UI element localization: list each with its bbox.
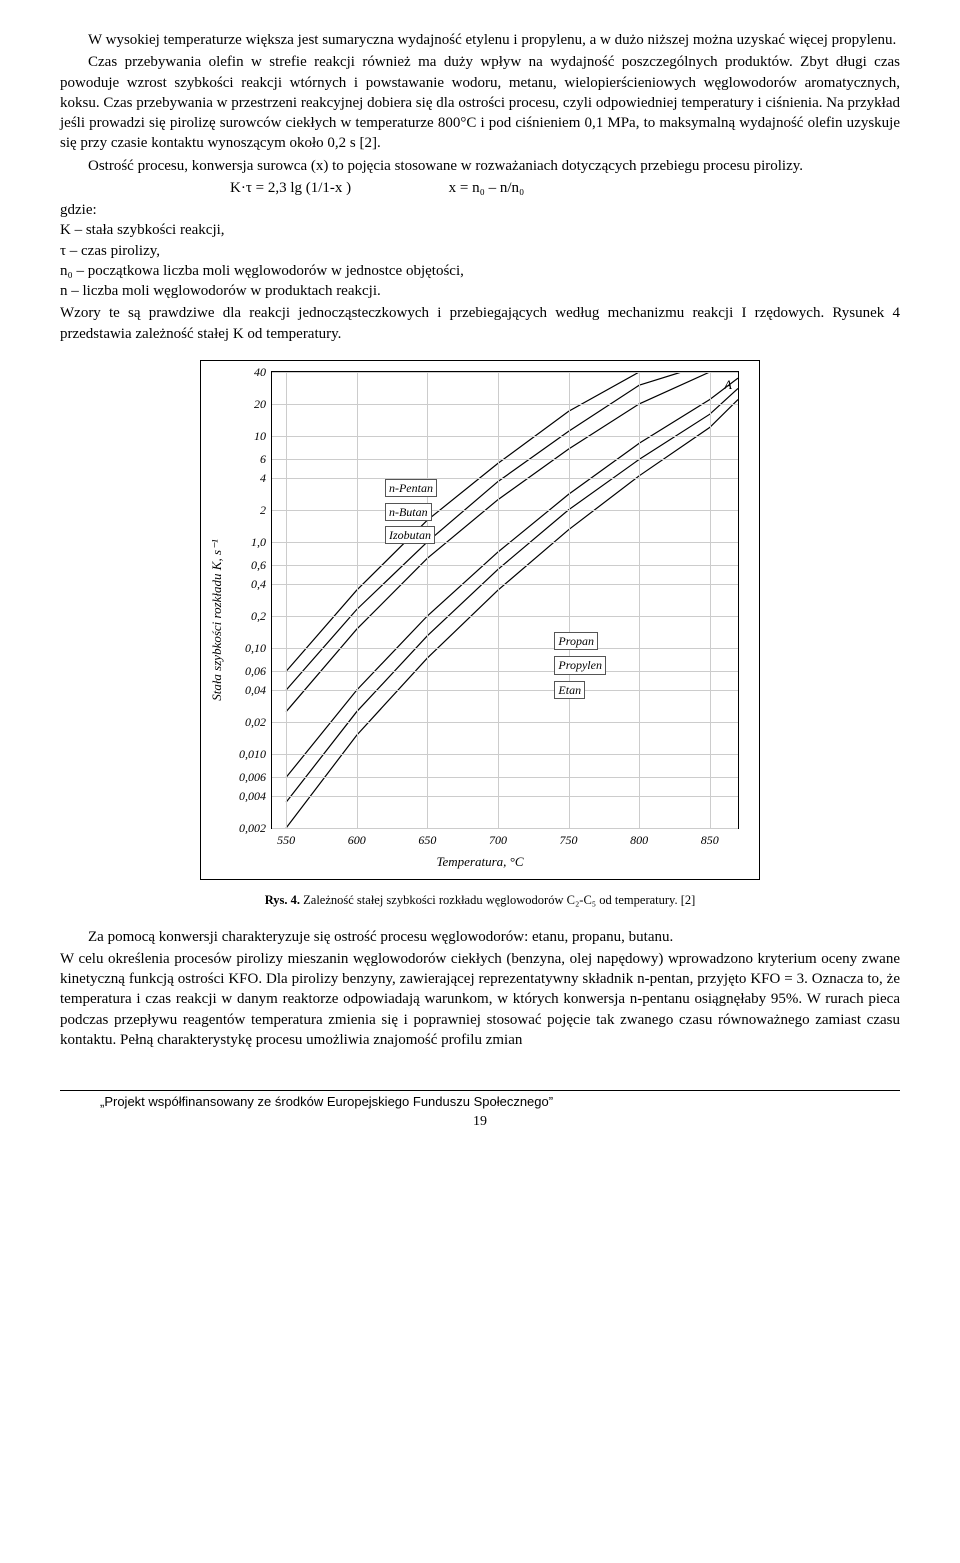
- x-axis-label: Temperatura, °C: [201, 853, 759, 871]
- paragraph-1: W wysokiej temperaturze większa jest sum…: [60, 30, 900, 50]
- ytick-label: 0,02: [245, 714, 272, 730]
- figure-caption: Rys. 4. Zależność stałej szybkości rozkł…: [60, 892, 900, 909]
- paragraph-2: Czas przebywania olefin w strefie reakcj…: [60, 52, 900, 153]
- caption-prefix: Rys. 4.: [265, 893, 300, 907]
- equation-left: K·τ = 2,3 lg (1/1-x ): [230, 180, 351, 196]
- ytick-label: 0,002: [239, 820, 272, 836]
- xtick-label: 850: [701, 828, 719, 848]
- paragraph-4: Wzory te są prawdziwe dla reakcji jednoc…: [60, 303, 900, 344]
- def-gdzie: gdzie:: [60, 200, 900, 220]
- ytick-label: 0,04: [245, 682, 272, 698]
- ytick-label: 4: [260, 470, 272, 486]
- equation-right: x = n₀ – n/n₀: [449, 180, 525, 196]
- series-label: n-Butan: [385, 503, 432, 521]
- ytick-label: 0,4: [251, 576, 272, 592]
- figure-4: Stała szybkości rozkładu K, s⁻¹ A 0,0020…: [200, 360, 760, 880]
- ytick-label: 0,10: [245, 640, 272, 656]
- series-label: Propan: [554, 632, 598, 650]
- def-k: K – stała szybkości reakcji,: [60, 220, 900, 240]
- series-label: Propylen: [554, 656, 606, 674]
- footer-text: „Projekt współfinansowany ze środków Eur…: [60, 1093, 900, 1111]
- plot-area: A 0,0020,0040,0060,0100,020,040,060,100,…: [271, 371, 739, 829]
- ytick-label: 0,06: [245, 663, 272, 679]
- ytick-label: 40: [254, 364, 272, 380]
- paragraph-5: Za pomocą konwersji charakteryzuje się o…: [60, 927, 900, 947]
- xtick-label: 650: [418, 828, 436, 848]
- ytick-label: 0,006: [239, 769, 272, 785]
- ytick-label: 0,2: [251, 608, 272, 624]
- xtick-label: 700: [489, 828, 507, 848]
- ytick-label: 0,6: [251, 557, 272, 573]
- ytick-label: 2: [260, 502, 272, 518]
- ytick-label: 0,010: [239, 746, 272, 762]
- ytick-label: 6: [260, 451, 272, 467]
- def-n0: n₀ – początkowa liczba moli węglowodorów…: [60, 261, 900, 281]
- caption-text: Zależność stałej szybkości rozkładu węgl…: [300, 893, 695, 907]
- ytick-label: 20: [254, 396, 272, 412]
- series-label: Izobutan: [385, 526, 435, 544]
- ytick-label: 10: [254, 427, 272, 443]
- ytick-label: 1,0: [251, 534, 272, 550]
- def-n: n – liczba moli węglowodorów w produktac…: [60, 281, 900, 301]
- xtick-label: 550: [277, 828, 295, 848]
- series-label: Etan: [554, 681, 585, 699]
- page-number: 19: [60, 1113, 900, 1132]
- marker-a: A: [724, 376, 732, 394]
- paragraph-6: W celu określenia procesów pirolizy mies…: [60, 949, 900, 1050]
- xtick-label: 600: [348, 828, 366, 848]
- y-axis-label: Stała szybkości rozkładu K, s⁻¹: [208, 539, 226, 701]
- definitions-block: gdzie: K – stała szybkości reakcji, τ – …: [60, 200, 900, 301]
- xtick-label: 800: [630, 828, 648, 848]
- chart-frame: Stała szybkości rozkładu K, s⁻¹ A 0,0020…: [200, 360, 760, 880]
- paragraph-3: Ostrość procesu, konwersja surowca (x) t…: [60, 156, 900, 176]
- def-tau: τ – czas pirolizy,: [60, 241, 900, 261]
- ytick-label: 0,004: [239, 788, 272, 804]
- series-label: n-Pentan: [385, 479, 437, 497]
- equation-line: K·τ = 2,3 lg (1/1-x ) x = n₀ – n/n₀: [60, 178, 900, 198]
- xtick-label: 750: [560, 828, 578, 848]
